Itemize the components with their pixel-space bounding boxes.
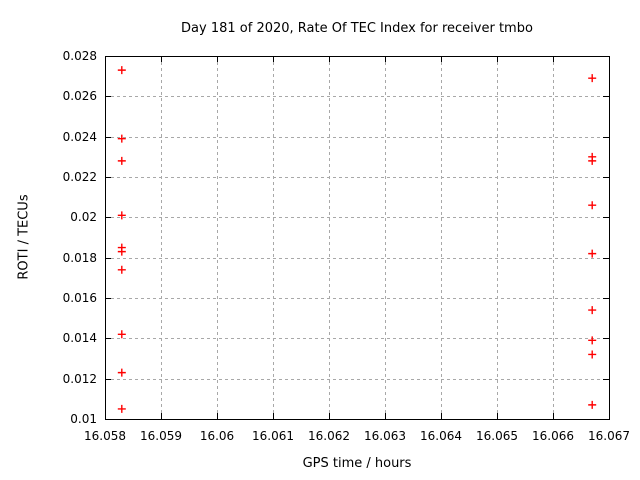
svg-text:0.022: 0.022 <box>63 170 97 184</box>
svg-text:16.063: 16.063 <box>364 429 406 443</box>
scatter-point <box>588 201 597 210</box>
svg-text:0.016: 0.016 <box>63 291 97 305</box>
x-tick-labels: 16.058 16.059 16.06 16.061 16.062 16.063 16.06… <box>84 429 630 443</box>
scatter-point <box>588 350 597 359</box>
svg-text:16.064: 16.064 <box>420 429 462 443</box>
scatter-point <box>117 211 126 220</box>
svg-text:16.061: 16.061 <box>252 429 294 443</box>
y-tick-labels: 0.01 0.012 0.014 0.016 0.018 0.02 0.022 0.024 0.… <box>63 49 97 426</box>
svg-text:0.024: 0.024 <box>63 130 97 144</box>
scatter-point <box>588 156 597 165</box>
svg-text:0.014: 0.014 <box>63 331 97 345</box>
scatter-point <box>117 247 126 256</box>
scatter-point <box>117 265 126 274</box>
data-points <box>117 66 597 413</box>
scatter-point <box>588 400 597 409</box>
scatter-point <box>117 66 126 75</box>
x-axis-label: GPS time / hours <box>302 456 412 471</box>
svg-text:0.02: 0.02 <box>70 210 97 224</box>
svg-text:16.066: 16.066 <box>532 429 574 443</box>
scatter-point <box>588 306 597 315</box>
scatter-point <box>588 249 597 258</box>
scatter-point <box>117 156 126 165</box>
scatter-point <box>117 368 126 377</box>
scatter-point <box>117 404 126 413</box>
svg-text:0.028: 0.028 <box>63 49 97 63</box>
svg-text:16.065: 16.065 <box>476 429 518 443</box>
svg-text:0.01: 0.01 <box>70 412 97 426</box>
svg-text:16.062: 16.062 <box>308 429 350 443</box>
scatter-point <box>588 336 597 345</box>
svg-text:0.012: 0.012 <box>63 372 97 386</box>
scatter-point <box>588 74 597 83</box>
scatter-point <box>117 330 126 339</box>
svg-text:16.059: 16.059 <box>140 429 182 443</box>
chart-title: Day 181 of 2020, Rate Of TEC Index for r… <box>181 21 533 36</box>
gridlines <box>105 56 609 419</box>
svg-text:0.026: 0.026 <box>63 89 97 103</box>
svg-text:16.058: 16.058 <box>84 429 126 443</box>
svg-text:0.018: 0.018 <box>63 251 97 265</box>
axis-ticks <box>105 56 610 420</box>
svg-text:16.06: 16.06 <box>200 429 234 443</box>
plot-border <box>105 56 610 420</box>
scatter-point <box>117 134 126 143</box>
svg-text:16.067: 16.067 <box>588 429 630 443</box>
